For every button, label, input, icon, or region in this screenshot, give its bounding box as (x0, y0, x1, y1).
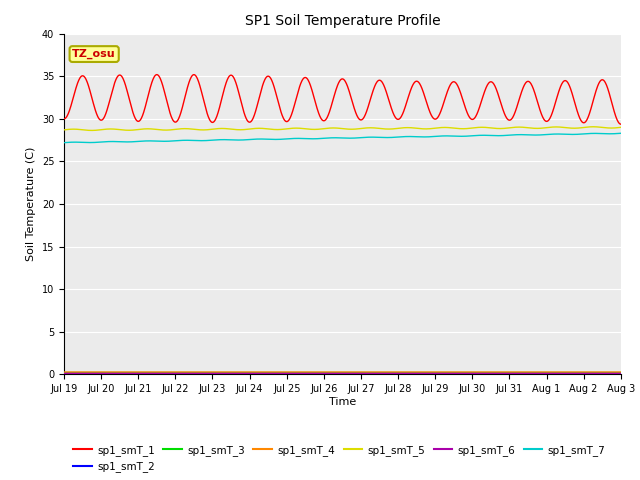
Title: SP1 Soil Temperature Profile: SP1 Soil Temperature Profile (244, 14, 440, 28)
Y-axis label: Soil Temperature (C): Soil Temperature (C) (26, 147, 36, 261)
X-axis label: Time: Time (329, 397, 356, 407)
Legend: sp1_smT_1, sp1_smT_2, sp1_smT_3, sp1_smT_4, sp1_smT_5, sp1_smT_6, sp1_smT_7: sp1_smT_1, sp1_smT_2, sp1_smT_3, sp1_smT… (69, 441, 609, 476)
Text: TZ_osu: TZ_osu (72, 49, 116, 59)
